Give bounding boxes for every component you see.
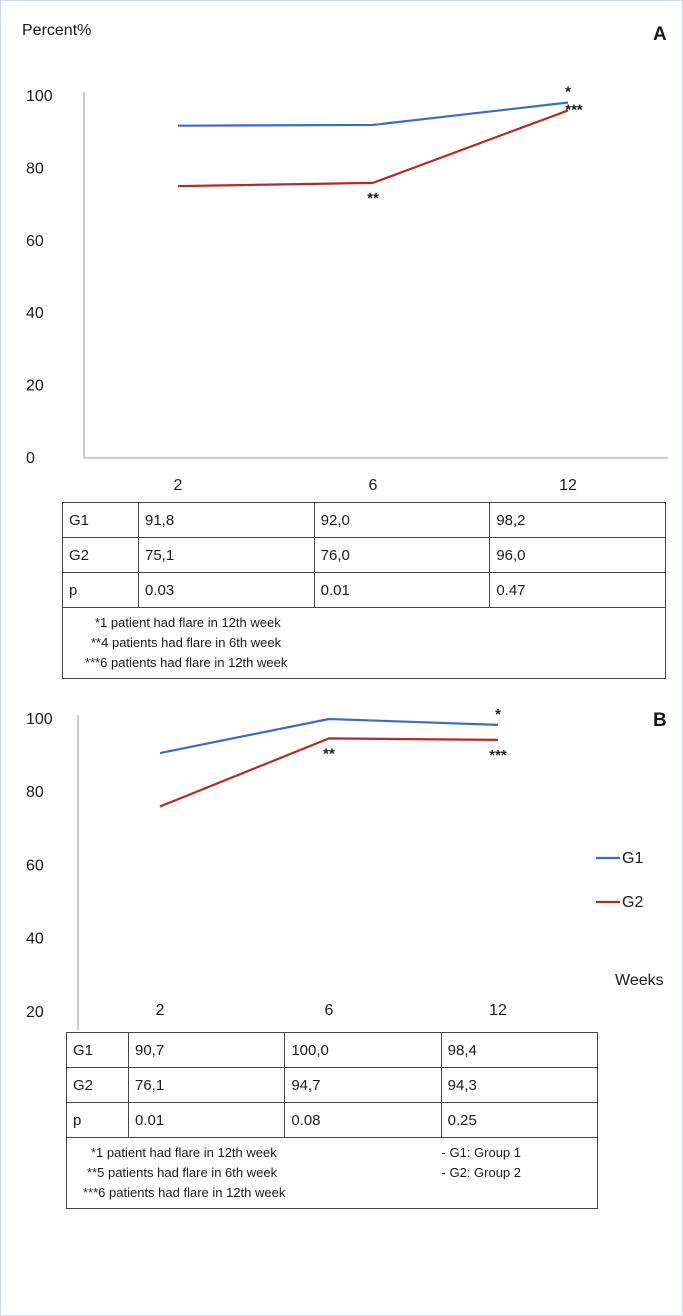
footnotes: *1 patient had flare in 12th week **5 pa… <box>66 1137 598 1209</box>
y-tick-label: 80 <box>26 160 44 177</box>
table-cell: 76,1 <box>127 1067 286 1103</box>
footnote: **5 patients had flare in 6th week <box>87 1165 278 1180</box>
row-label: p <box>66 1102 129 1138</box>
table-cell: 0.25 <box>440 1102 599 1138</box>
legend-label-g2: G2 <box>622 894 643 911</box>
x-tick-label: 2 <box>174 477 183 494</box>
series-line-g1 <box>177 101 569 127</box>
table-cell: 100,0 <box>284 1032 442 1068</box>
footnote: *1 patient had flare in 12th week <box>91 1145 277 1160</box>
y-tick-label: 100 <box>26 88 53 105</box>
y-tick-label: 40 <box>26 931 44 948</box>
table-cell: 92,0 <box>313 502 491 538</box>
row-label: G1 <box>62 502 139 538</box>
footnote: ***6 patients had flare in 12th week <box>83 1185 286 1200</box>
legend-label-g1: G1 <box>622 850 643 867</box>
table-cell: 96,0 <box>489 537 666 573</box>
significance-marker: *** <box>489 747 507 764</box>
table-row-p: p 0.03 0.01 0.47 <box>62 572 666 608</box>
footnote: **4 patients had flare in 6th week <box>91 635 282 650</box>
table-cell: 75,1 <box>138 537 315 573</box>
x-tick-label: 12 <box>489 1002 507 1019</box>
panel-b-label: B <box>653 710 667 731</box>
panel-b-data-table: G1 90,7 100,0 98,4 G2 76,1 94,7 94,3 p 0… <box>66 1032 599 1209</box>
x-tick-label: 12 <box>559 477 577 494</box>
table-cell: 90,7 <box>127 1032 286 1068</box>
group-definition: - G1: Group 1 <box>441 1145 521 1160</box>
table-cell: 0.01 <box>313 572 491 608</box>
row-label: G2 <box>62 537 139 573</box>
footnote: *1 patient had flare in 12th week <box>95 615 281 630</box>
table-cell: 91,8 <box>138 502 315 538</box>
significance-marker: * <box>565 84 571 101</box>
x-axis-label: Weeks <box>615 972 664 989</box>
table-cell: 0.47 <box>489 572 666 608</box>
table-notes-row: *1 patient had flare in 12th week **4 pa… <box>62 607 666 679</box>
series-line-g2 <box>159 737 499 808</box>
footnote: ***6 patients had flare in 12th week <box>85 655 288 670</box>
significance-marker: * <box>495 706 501 723</box>
group-definition: - G2: Group 2 <box>441 1165 521 1180</box>
y-tick-label: 80 <box>26 784 44 801</box>
table-cell: 0.08 <box>284 1102 442 1138</box>
x-tick-label: 6 <box>369 477 378 494</box>
table-cell: 98,4 <box>440 1032 599 1068</box>
x-tick-label: 6 <box>325 1002 334 1019</box>
table-row-g2: G2 75,1 76,0 96,0 <box>62 537 666 573</box>
row-label: G1 <box>66 1032 129 1068</box>
table-row-g1: G1 91,8 92,0 98,2 <box>62 502 666 538</box>
panel-a-y-axis-label: Percent% <box>22 22 92 39</box>
y-tick-label: 60 <box>26 233 44 250</box>
table-cell: 94,3 <box>440 1067 599 1103</box>
y-tick-label: 60 <box>26 857 44 874</box>
y-tick-label: 20 <box>26 378 44 395</box>
significance-marker: ** <box>367 190 379 207</box>
table-cell: 0.03 <box>138 572 315 608</box>
significance-marker: *** <box>565 101 583 118</box>
significance-marker: ** <box>323 745 335 762</box>
table-row-g1: G1 90,7 100,0 98,4 <box>66 1032 599 1068</box>
panel-a-data-table: G1 91,8 92,0 98,2 G2 75,1 76,0 96,0 p 0.… <box>62 502 666 679</box>
row-label: p <box>62 572 139 608</box>
table-cell: 94,7 <box>284 1067 442 1103</box>
panel-a-label: A <box>653 24 667 45</box>
x-tick-label: 2 <box>156 1002 165 1019</box>
series-line-g1 <box>159 717 499 755</box>
table-cell: 76,0 <box>313 537 491 573</box>
table-cell: 98,2 <box>489 502 666 538</box>
table-cell: 0.01 <box>127 1102 286 1138</box>
y-tick-label: 100 <box>26 711 53 728</box>
table-notes-row: *1 patient had flare in 12th week **5 pa… <box>66 1137 598 1209</box>
table-row-g2: G2 76,1 94,7 94,3 <box>66 1067 599 1103</box>
row-label: G2 <box>66 1067 129 1103</box>
y-tick-label: 0 <box>26 450 35 467</box>
table-row-p: p 0.01 0.08 0.25 <box>66 1102 599 1138</box>
y-tick-label: 40 <box>26 305 44 322</box>
y-tick-label: 20 <box>26 1004 44 1021</box>
footnotes: *1 patient had flare in 12th week **4 pa… <box>62 607 666 679</box>
series-line-g2 <box>177 109 569 188</box>
